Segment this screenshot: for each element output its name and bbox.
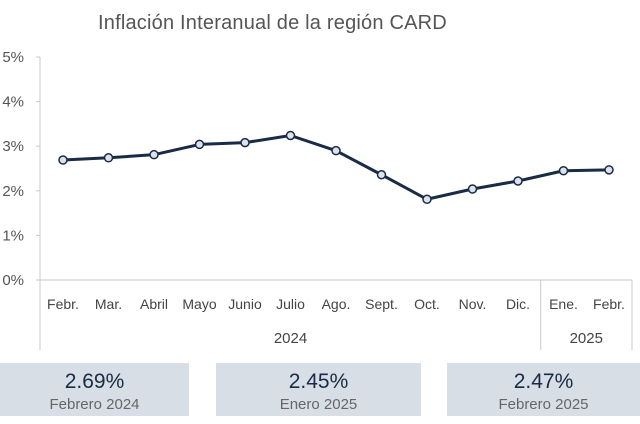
data-point [240,137,250,148]
data-point [604,165,614,175]
x-tick-label: Julio [276,296,305,312]
x-tick-label: Febr. [47,296,79,312]
data-point [103,153,114,163]
x-group-label: 2024 [274,330,307,347]
data-point [285,130,296,141]
data-point [513,176,523,186]
summary-card-feb-2024: 2.69% Febrero 2024 [0,363,189,416]
x-tick-label: Abril [140,296,168,312]
summary-card-value: 2.69% [64,370,125,393]
x-tick-label: Ene. [549,296,578,312]
y-tick-label: 4% [2,94,24,111]
x-group-label: 2025 [570,330,603,347]
chart-title: Inflación Interanual de la región CARD [98,12,447,34]
data-point [376,169,387,180]
x-tick-label: Mayo [182,296,216,312]
data-point [58,155,68,165]
summary-card-value: 2.45% [288,370,349,393]
x-tick-label: Dic. [506,296,530,312]
series-line [62,133,610,201]
y-tick-label: 2% [2,183,24,200]
data-point [467,184,478,194]
data-point [194,139,205,150]
summary-card-jan-2025: 2.45% Enero 2025 [216,363,421,416]
x-tick-label: Ago. [322,296,351,312]
x-tick-label: Nov. [459,296,487,312]
summary-card-label: Enero 2025 [279,396,358,413]
y-tick-label: 3% [2,138,24,155]
summary-card-feb-2025: 2.47% Febrero 2025 [447,363,640,416]
data-point [558,165,569,176]
data-point [149,149,159,160]
summary-card-label: Febrero 2024 [49,396,140,413]
data-point [422,194,432,205]
line-chart: 0% 1% 2% 3% 4% 5% Febr. Mar. Abril Mayo Junio Juli… [2,49,633,350]
y-tick-label: 0% [2,272,24,289]
summary-card-label: Febrero 2025 [498,396,589,413]
x-tick-label: Febr. [593,296,625,312]
y-tick-label: 1% [2,227,24,244]
data-point [331,145,341,156]
y-tick-label: 5% [2,49,24,66]
x-tick-label: Sept. [365,296,398,312]
x-tick-label: Mar. [95,296,122,312]
x-tick-label: Junio [228,296,262,312]
summary-card-value: 2.47% [513,370,574,393]
x-tick-label: Oct. [414,296,440,312]
